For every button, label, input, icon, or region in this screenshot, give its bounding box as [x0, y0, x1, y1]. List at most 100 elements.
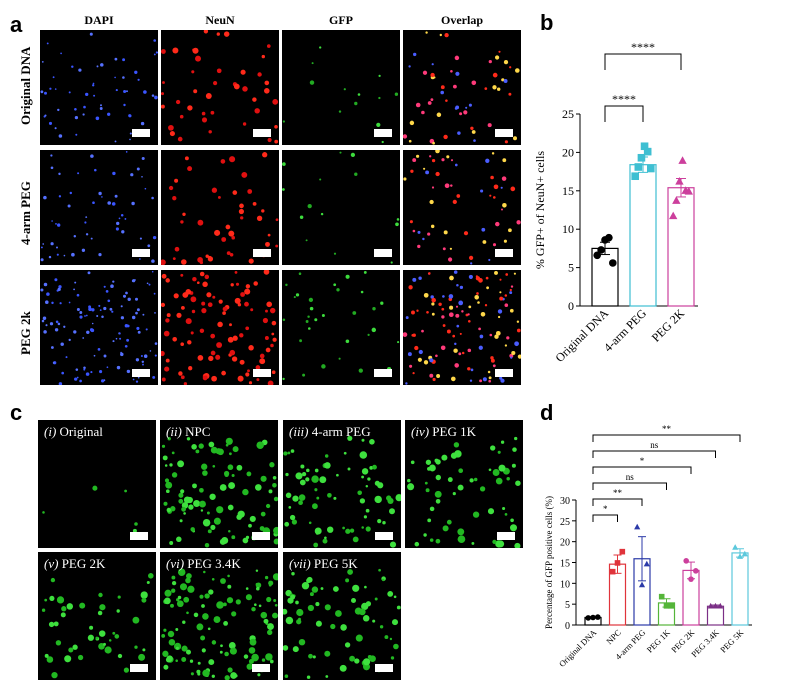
- data-point: [590, 614, 596, 621]
- image-condition-name: PEG 2K: [58, 556, 106, 571]
- scale-bar: [130, 664, 148, 672]
- image-label: (iii) 4-arm PEG: [289, 424, 371, 440]
- scale-bar: [374, 129, 392, 137]
- data-point: [638, 581, 646, 588]
- gfp-image: (vii) PEG 5K: [283, 552, 401, 680]
- microscopy-image: [403, 270, 521, 385]
- scale-bar: [252, 664, 270, 672]
- data-point: [684, 187, 693, 195]
- microscopy-image: [403, 30, 521, 145]
- significance-bracket: [592, 482, 667, 490]
- data-point: [683, 558, 689, 564]
- chart-b: 0 5 10 15 20 25 % GFP+ of NeuN+ cells Original …: [533, 40, 698, 365]
- scale-bar: [495, 129, 513, 137]
- panel-c-letter: c: [10, 400, 23, 425]
- scale-bar: [132, 129, 150, 137]
- column-header-gfp: GFP: [329, 13, 353, 27]
- data-point: [595, 614, 601, 620]
- y-tick-label: 25: [560, 517, 570, 528]
- column-header-dapi: DAPI: [84, 13, 114, 27]
- gfp-image: (ii) NPC: [160, 420, 278, 548]
- data-point: [643, 560, 650, 567]
- y-tick-label: 0: [568, 299, 574, 313]
- data-point: [619, 548, 626, 555]
- significance-bracket: [592, 450, 716, 458]
- image-roman-numeral: (i): [44, 424, 57, 439]
- scale-bar: [253, 369, 271, 377]
- image-label: (ii) NPC: [166, 424, 210, 440]
- image-condition-name: PEG 3.4K: [184, 556, 241, 571]
- data-point: [717, 602, 724, 609]
- data-point: [672, 196, 681, 204]
- scale-bar: [132, 249, 150, 257]
- significance-bracket: [592, 498, 643, 506]
- data-point: [663, 603, 670, 609]
- image-label: (v) PEG 2K: [44, 556, 105, 572]
- y-tick-label: 15: [562, 184, 574, 198]
- data-point: [637, 153, 646, 162]
- scale-bar: [375, 532, 393, 540]
- y-axis-label: % GFP+ of NeuN+ cells: [533, 151, 547, 270]
- scale-bar: [130, 532, 148, 540]
- row-label-4-arm-peg: 4-arm PEG: [18, 181, 33, 245]
- scale-bar: [374, 249, 392, 257]
- data-point: [688, 576, 694, 582]
- data-point: [609, 568, 616, 575]
- gfp-image: (iv) PEG 1K: [405, 420, 523, 548]
- significance-bracket: [592, 514, 618, 522]
- microscopy-image: [403, 150, 521, 265]
- y-tick-label: 0: [565, 621, 570, 632]
- data-point: [693, 568, 699, 574]
- image-roman-numeral: (iii): [289, 424, 309, 439]
- significance-bracket: [592, 466, 692, 474]
- data-point: [658, 593, 665, 600]
- data-point: [631, 172, 639, 181]
- image-roman-numeral: (v): [44, 556, 59, 571]
- microscopy-image: [282, 150, 400, 265]
- data-point: [736, 553, 744, 559]
- image-condition-name: PEG 1K: [429, 424, 476, 439]
- panel-a-letter: a: [10, 12, 23, 37]
- scale-bar: [253, 129, 271, 137]
- microscopy-image: [161, 30, 279, 145]
- panel-b-letter: b: [540, 10, 554, 35]
- microscopy-image: [40, 150, 158, 265]
- significance-label: **: [613, 488, 623, 498]
- significance-bracket: [592, 434, 741, 442]
- microscopy-image: [40, 270, 158, 385]
- significance-label: ns: [650, 440, 659, 450]
- scale-bar: [375, 664, 393, 672]
- data-point: [597, 246, 605, 254]
- x-tick-label: Original DNA: [557, 627, 599, 669]
- gfp-image: (iii) 4-arm PEG: [283, 420, 401, 548]
- image-label: (vii) PEG 5K: [289, 556, 358, 572]
- scale-bar: [132, 369, 150, 377]
- microscopy-image: [282, 270, 400, 385]
- scale-bar: [374, 369, 392, 377]
- image-condition-name: 4-arm PEG: [308, 424, 371, 439]
- column-header-neun: NeuN: [205, 13, 235, 27]
- significance-label: ns: [626, 472, 635, 482]
- gfp-image: (vi) PEG 3.4K: [160, 552, 278, 680]
- scale-bar: [497, 532, 515, 540]
- image-roman-numeral: (ii): [166, 424, 182, 439]
- data-point: [707, 602, 714, 609]
- data-point: [634, 523, 641, 530]
- bar: [667, 187, 695, 307]
- y-tick-label: 25: [562, 107, 574, 121]
- significance-label: ****: [631, 40, 655, 54]
- data-point: [675, 177, 684, 185]
- significance-label: *: [603, 504, 608, 514]
- scale-bar: [253, 249, 271, 257]
- y-axis-label: Percentage of GFP positive cells (%): [544, 496, 554, 629]
- image-roman-numeral: (vii): [289, 556, 311, 571]
- image-roman-numeral: (iv): [411, 424, 430, 439]
- x-tick-label: Original DNA: [552, 306, 611, 365]
- y-tick-label: 15: [560, 559, 570, 570]
- x-tick-label: PEG 1K: [645, 627, 673, 655]
- y-tick-label: 20: [560, 538, 570, 549]
- microscopy-image: [40, 30, 158, 145]
- gfp-image: (i) Original: [38, 420, 156, 548]
- data-point: [678, 156, 687, 164]
- y-tick-label: 10: [560, 579, 570, 590]
